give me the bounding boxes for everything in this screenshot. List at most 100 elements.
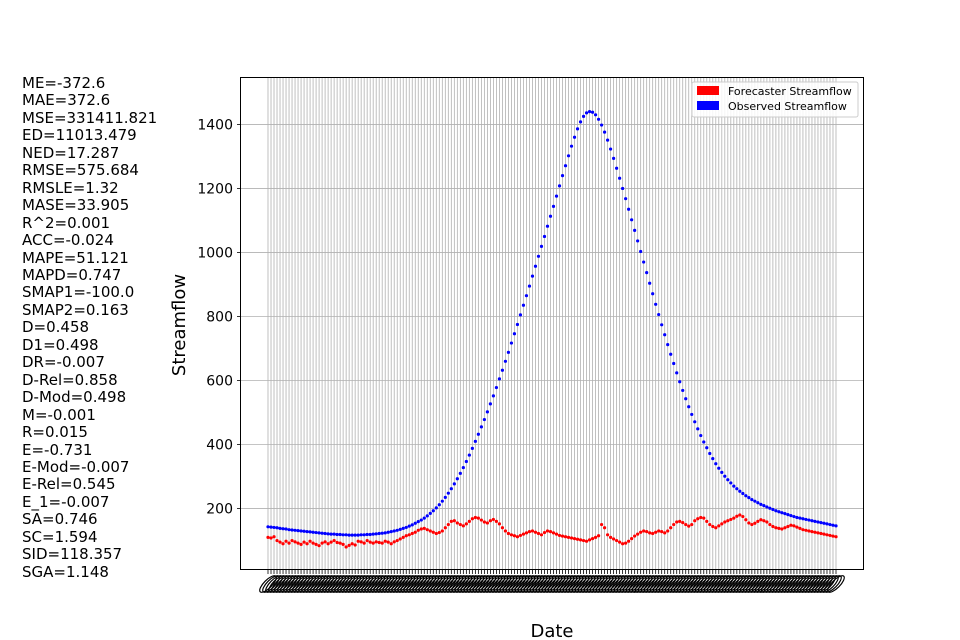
- forecast-point: [419, 527, 423, 531]
- observed-point: [747, 496, 751, 500]
- metric-item: D-Mod=0.498: [22, 388, 127, 407]
- forecast-point: [323, 540, 327, 544]
- forecast-point: [690, 522, 694, 527]
- observed-point: [401, 526, 405, 530]
- observed-point: [488, 402, 492, 406]
- observed-point: [657, 312, 661, 317]
- forecast-point: [287, 541, 291, 545]
- observed-point: [281, 527, 285, 531]
- observed-point: [717, 466, 721, 470]
- forecast-point: [407, 533, 411, 537]
- forecast-point: [392, 540, 396, 544]
- observed-point: [377, 531, 381, 536]
- observed-point: [672, 361, 676, 366]
- metric-item: NED=17.287: [22, 143, 120, 162]
- forecast-point: [476, 516, 480, 520]
- forecast-point: [681, 521, 685, 525]
- forecast-point: [768, 522, 772, 527]
- forecast-point: [593, 535, 598, 539]
- forecast-point: [515, 535, 520, 539]
- forecast-point: [762, 519, 766, 523]
- observed-point: [819, 521, 823, 525]
- observed-point: [578, 120, 583, 124]
- forecast-point: [723, 520, 727, 524]
- legend-label-observed: Observed Streamflow: [728, 100, 847, 113]
- forecast-point: [693, 519, 697, 523]
- metric-item: MAPE=51.121: [22, 248, 129, 267]
- metric-item: MAE=372.6: [22, 91, 111, 110]
- forecast-point: [780, 527, 784, 531]
- forecast-point: [651, 531, 655, 536]
- metric-item: D-Rel=0.858: [22, 370, 118, 389]
- observed-point: [569, 144, 574, 148]
- forecast-point: [341, 542, 345, 546]
- observed-point: [551, 204, 556, 208]
- forecast-point: [308, 539, 312, 543]
- observed-point: [687, 405, 691, 409]
- observed-point: [639, 249, 643, 254]
- forecast-point: [609, 535, 613, 539]
- observed-point: [630, 218, 634, 222]
- x-axis-label: Date: [530, 621, 573, 640]
- forecast-point: [627, 539, 631, 543]
- observed-point: [416, 520, 420, 524]
- y-tick-label: 1200: [197, 181, 233, 197]
- forecast-point: [666, 529, 670, 533]
- y-tick-label: 1000: [197, 245, 233, 261]
- forecast-point: [281, 542, 285, 546]
- forecast-point: [356, 539, 360, 543]
- forecast-point: [699, 515, 703, 520]
- forecast-point: [810, 529, 814, 534]
- observed-point: [440, 499, 444, 503]
- observed-point: [651, 292, 655, 296]
- metric-item: ED=11013.479: [22, 126, 137, 145]
- observed-point: [344, 533, 348, 537]
- forecast-point: [485, 521, 489, 525]
- forecast-point: [299, 542, 303, 546]
- vertical-grid: [267, 78, 837, 570]
- observed-point: [290, 528, 294, 532]
- forecast-point: [581, 538, 586, 543]
- observed-point: [602, 130, 607, 134]
- observed-points: [266, 110, 838, 537]
- observed-point: [738, 489, 742, 493]
- observed-point: [834, 524, 838, 528]
- forecast-point: [711, 524, 715, 529]
- forecast-point: [368, 540, 372, 544]
- forecast-point: [497, 522, 502, 526]
- metric-item: SMAP2=0.163: [22, 300, 129, 319]
- observed-point: [443, 495, 447, 499]
- observed-point: [323, 531, 327, 536]
- observed-point: [545, 224, 550, 228]
- observed-point: [425, 514, 429, 518]
- observed-point: [518, 313, 523, 317]
- forecast-point: [599, 522, 604, 527]
- observed-point: [714, 462, 718, 466]
- observed-point: [422, 516, 426, 520]
- forecast-point: [302, 540, 306, 544]
- observed-point: [693, 420, 697, 424]
- forecast-point: [684, 522, 688, 527]
- observed-point: [699, 433, 703, 438]
- observed-point: [467, 453, 471, 457]
- observed-point: [615, 166, 619, 170]
- observed-point: [708, 451, 712, 456]
- observed-point: [542, 234, 547, 239]
- forecast-point: [479, 518, 483, 522]
- observed-point: [359, 533, 363, 537]
- observed-point: [464, 459, 468, 464]
- forecast-point: [365, 538, 369, 543]
- observed-point: [810, 519, 814, 523]
- observed-point: [284, 527, 288, 531]
- forecast-point: [557, 533, 562, 538]
- forecast-point: [729, 517, 733, 522]
- observed-point: [798, 516, 802, 520]
- metric-item: E-Mod=-0.007: [22, 457, 130, 476]
- observed-point: [732, 484, 736, 488]
- y-ticks: 200 400 600 800 1000 1200 1400: [197, 117, 241, 518]
- observed-point: [455, 477, 459, 481]
- metric-item: SA=0.746: [22, 510, 98, 529]
- observed-point: [530, 274, 535, 278]
- observed-point: [720, 470, 724, 474]
- metrics-list: ME=-372.6 MAE=372.6 MSE=331411.821 ED=11013…: [22, 74, 157, 581]
